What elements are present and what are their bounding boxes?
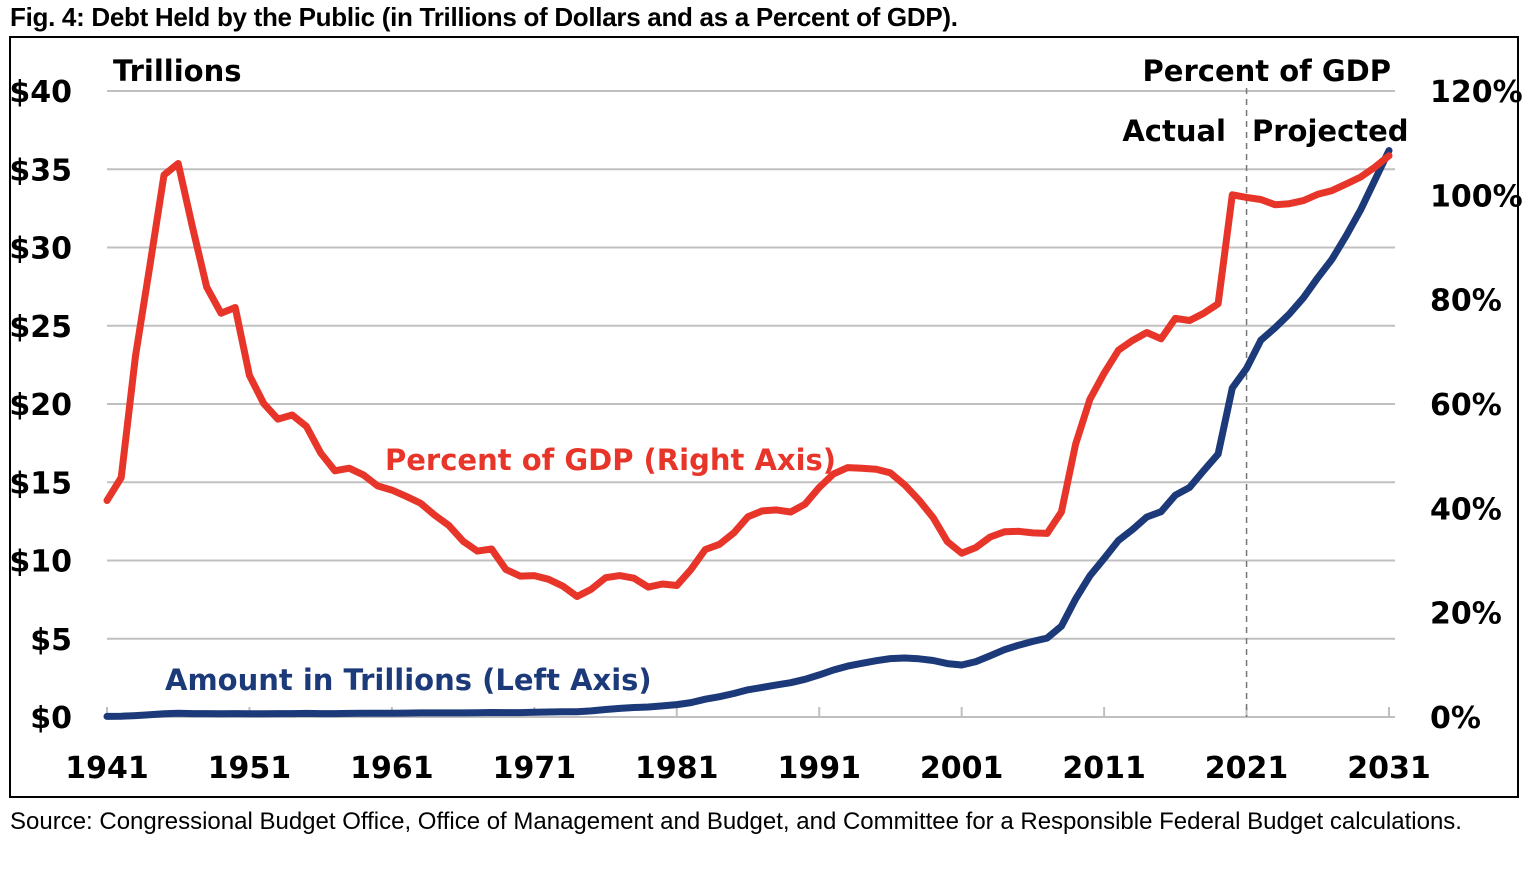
percent-series-label: Percent of GDP (Right Axis)	[385, 443, 836, 477]
left-tick-label: $20	[9, 388, 72, 423]
amount-trillions-line	[103, 147, 1393, 720]
left-tick-label: $25	[9, 310, 72, 345]
actual-label: Actual	[1122, 114, 1226, 148]
percent-gdp-line	[103, 152, 1393, 600]
x-tick-label: 1981	[635, 751, 719, 786]
x-tick-label: 1971	[493, 751, 577, 786]
left-tick-label: $15	[9, 466, 72, 501]
x-tick-label: 2021	[1205, 751, 1289, 786]
left-axis-title: Trillions	[113, 54, 242, 88]
projected-label: Projected	[1252, 114, 1409, 148]
source-note: Source: Congressional Budget Office, Off…	[10, 808, 1462, 835]
x-tick-label: 1941	[65, 751, 149, 786]
left-tick-label: $10	[9, 545, 72, 580]
right-tick-label: 0%	[1430, 701, 1481, 736]
right-tick-label: 80%	[1430, 284, 1502, 319]
right-tick-label: 120%	[1430, 75, 1523, 110]
left-tick-label: $40	[9, 75, 72, 110]
chart-frame	[9, 36, 1519, 798]
figure-title: Fig. 4: Debt Held by the Public (in Tril…	[10, 2, 958, 32]
right-tick-label: 20%	[1430, 597, 1502, 632]
left-tick-label: $0	[30, 701, 72, 736]
right-tick-label: 40%	[1430, 492, 1502, 527]
x-tick-label: 2011	[1062, 751, 1146, 786]
gridlines	[107, 90, 1395, 718]
x-axis-ticks	[106, 707, 1390, 717]
left-tick-label: $30	[9, 232, 72, 267]
right-axis-tick-labels: 0% 20% 40% 60% 80% 100% 120%	[1430, 75, 1523, 736]
right-tick-label: 60%	[1430, 388, 1502, 423]
left-tick-label: $5	[30, 623, 72, 658]
right-axis-title: Percent of GDP	[1143, 54, 1391, 88]
x-tick-label: 2001	[920, 751, 1004, 786]
right-tick-label: 100%	[1430, 179, 1523, 214]
x-tick-label: 1951	[208, 751, 292, 786]
x-tick-label: 2031	[1347, 751, 1431, 786]
x-tick-label: 1991	[777, 751, 861, 786]
x-tick-label: 1961	[350, 751, 434, 786]
x-axis-tick-labels: 1941 1951 1961 1971 1981 1991 2001 2011 2021 2031	[65, 751, 1431, 786]
amount-series-label: Amount in Trillions (Left Axis)	[165, 663, 652, 697]
left-tick-label: $35	[9, 153, 72, 188]
left-axis-tick-labels: $0 $5 $10 $15 $20 $25 $30 $35 $40	[9, 75, 72, 736]
